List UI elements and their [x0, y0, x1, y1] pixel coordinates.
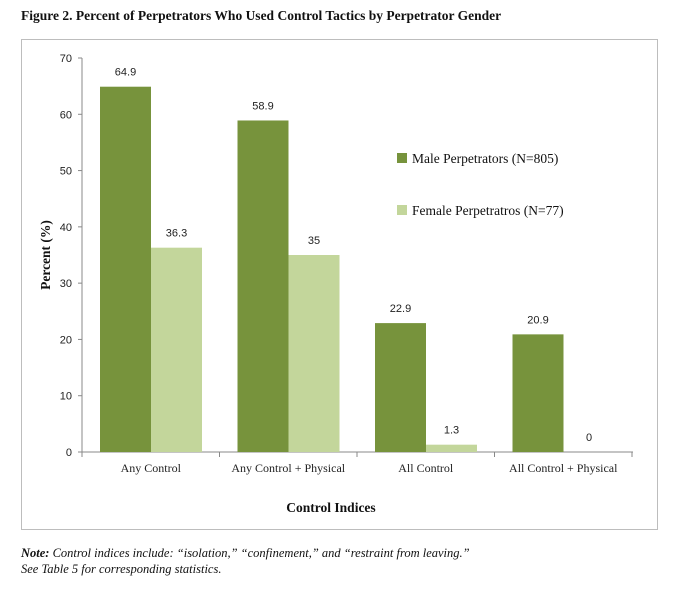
x-axis-title: Control Indices — [286, 500, 375, 515]
bar-male — [100, 86, 151, 452]
data-label: 22.9 — [390, 303, 411, 315]
data-label: 64.9 — [115, 67, 136, 79]
bar-female — [151, 247, 202, 452]
x-tick-label: Any Control — [121, 461, 182, 475]
bar-female — [426, 444, 477, 452]
x-tick-label: Any Control + Physical — [231, 461, 345, 475]
legend-swatch — [397, 153, 407, 163]
legend-swatch — [397, 205, 407, 215]
bar-male — [512, 334, 564, 452]
data-label: 0 — [586, 432, 592, 444]
bar-male — [375, 323, 426, 452]
y-tick-label: 60 — [60, 109, 72, 121]
chart-frame — [21, 39, 658, 530]
figure-title: Figure 2. Percent of Perpetrators Who Us… — [21, 8, 502, 23]
bar-chart: 0 10 20 30 40 50 60 70 64.9 36.3 Any Control 58.9 35… — [38, 53, 633, 515]
y-tick-label: 50 — [60, 166, 72, 178]
data-label: 20.9 — [527, 314, 548, 326]
data-label: 36.3 — [166, 228, 187, 240]
y-tick-label: 40 — [60, 222, 72, 234]
y-axis-title: Percent (%) — [38, 220, 53, 290]
data-label: 58.9 — [252, 100, 273, 112]
bar-male — [237, 120, 289, 452]
legend-label: Female Perpetratros (N=77) — [412, 203, 564, 218]
data-label: 35 — [308, 235, 320, 247]
y-tick-label: 20 — [60, 334, 72, 346]
note-line-1: Control indices include: “isolation,” “c… — [52, 546, 470, 560]
x-tick-label: All Control — [398, 461, 454, 475]
figure-note: Note: Control indices include: “isolatio… — [21, 545, 470, 577]
note-label: Note: — [21, 546, 50, 560]
y-tick-label: 30 — [60, 278, 72, 290]
bar-female — [288, 255, 340, 452]
data-label: 1.3 — [444, 425, 459, 437]
x-tick-label: All Control + Physical — [509, 461, 618, 475]
y-tick-label: 70 — [60, 53, 72, 65]
legend-label: Male Perpetrators (N=805) — [412, 151, 558, 166]
y-tick-label: 0 — [66, 447, 72, 459]
y-tick-label: 10 — [60, 391, 72, 403]
note-line-2: See Table 5 for corresponding statistics… — [21, 562, 222, 576]
